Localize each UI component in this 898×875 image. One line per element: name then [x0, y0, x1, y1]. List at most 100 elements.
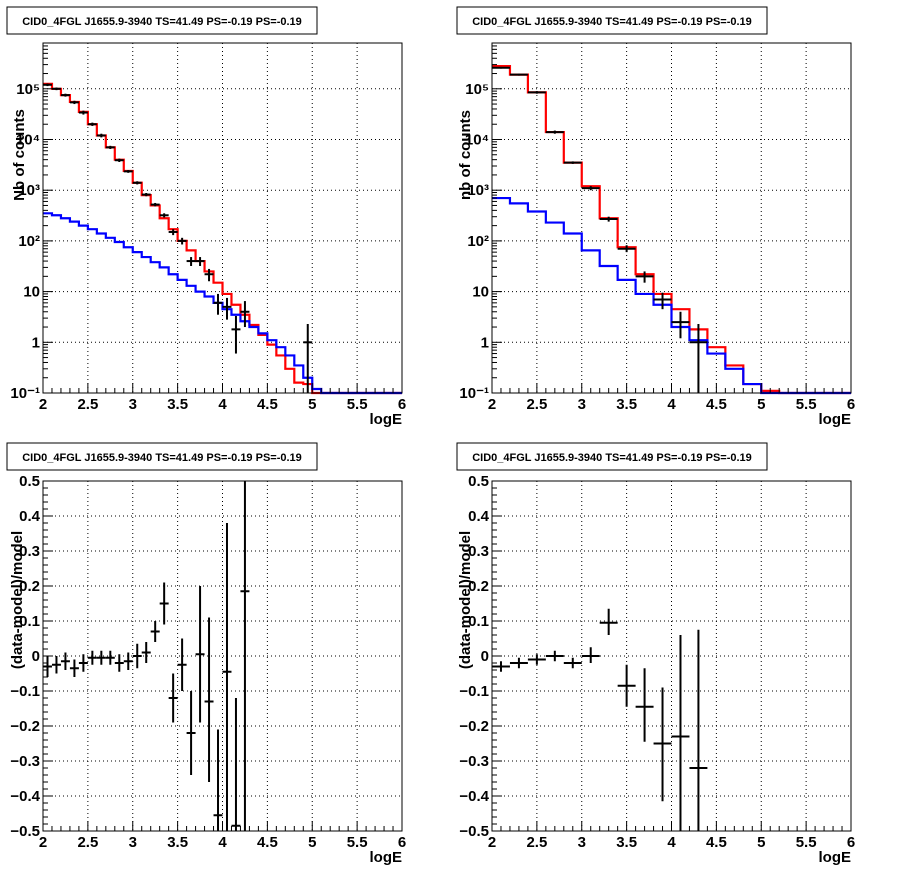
x-tick-label: 4.5: [257, 396, 278, 413]
data-point: [240, 481, 250, 831]
y-tick-label: 10⁻¹: [10, 385, 40, 402]
x-tick-label: 5: [308, 396, 316, 413]
data-point: [492, 66, 510, 69]
x-tick-label: 4: [218, 834, 227, 851]
data-point: [150, 202, 160, 207]
x-tick-label: 3: [578, 834, 586, 851]
data-point: [689, 323, 708, 393]
data-point: [186, 257, 196, 266]
x-tick-label: 3.5: [616, 396, 637, 413]
data-point: [114, 158, 124, 162]
data-point: [617, 664, 636, 707]
y-tick-label: 0.4: [19, 508, 41, 525]
y-tick-label: 10²: [467, 233, 489, 250]
data-point: [141, 642, 151, 663]
y-tick-label: 0.3: [19, 543, 40, 560]
data-point: [159, 582, 169, 625]
x-tick-label: 3.5: [616, 834, 637, 851]
data-point: [186, 691, 196, 775]
data-point: [87, 650, 97, 665]
y-tick-label: 0.1: [468, 613, 489, 630]
x-tick-label: 2.5: [77, 834, 98, 851]
data-point: [69, 659, 79, 677]
y-tick-label: 0: [481, 648, 489, 665]
x-tick-label: 3: [129, 396, 137, 413]
data-point: [653, 687, 672, 802]
y-tick-label: 1: [481, 334, 489, 351]
data-point: [132, 181, 142, 185]
data-point: [195, 586, 205, 723]
y-tick-label: −0.1: [459, 683, 489, 700]
y-axis-label: nb of counts: [457, 110, 474, 200]
y-tick-label: 10⁴: [16, 131, 40, 148]
data-point: [123, 170, 133, 173]
x-tick-label: 6: [398, 396, 406, 413]
y-tick-label: 10⁴: [465, 131, 489, 148]
data-point: [581, 647, 600, 663]
x-tick-label: 5: [757, 396, 765, 413]
plot-background: [43, 481, 402, 831]
plot-background: [43, 43, 402, 393]
data-point: [231, 698, 241, 831]
data-point: [671, 311, 690, 339]
data-point: [635, 668, 654, 742]
data-point: [581, 186, 600, 191]
panel-bottom-left-residuals: CID0_4FGL J1655.9-3940 TS=41.49 PS=-0.19…: [6, 442, 406, 866]
data-point: [527, 654, 546, 665]
data-point: [563, 161, 582, 164]
x-tick-label: 3: [578, 396, 586, 413]
data-point: [545, 130, 564, 134]
data-point: [43, 656, 52, 677]
model-source-histogram: [43, 212, 402, 395]
x-tick-label: 5.5: [347, 834, 368, 851]
x-axis-label: logE: [819, 849, 852, 866]
x-tick-label: 5.5: [347, 396, 368, 413]
data-point: [671, 635, 690, 831]
y-tick-label: −0.3: [459, 753, 489, 770]
title-box: [6, 6, 318, 35]
data-point: [213, 729, 223, 831]
data-point: [60, 93, 70, 97]
y-tick-label: −0.5: [459, 823, 489, 840]
plot-background: [492, 43, 851, 393]
data-point: [231, 316, 241, 354]
x-tick-label: 2: [488, 834, 496, 851]
x-tick-label: 4.5: [257, 834, 278, 851]
data-point: [617, 245, 636, 253]
y-tick-label: −0.2: [459, 718, 489, 735]
panel-top-left-counts: CID0_4FGL J1655.9-3940 TS=41.49 PS=-0.19…: [6, 6, 406, 428]
data-point: [222, 523, 232, 831]
x-tick-label: 6: [398, 834, 406, 851]
y-tick-label: −0.4: [459, 788, 489, 805]
data-point: [653, 292, 672, 310]
data-point: [303, 323, 313, 393]
x-axis-label: logE: [370, 411, 403, 428]
data-point: [213, 293, 223, 315]
x-tick-label: 5: [757, 834, 765, 851]
data-point: [563, 657, 582, 669]
data-point: [545, 650, 564, 662]
x-tick-label: 4: [218, 396, 227, 413]
data-point: [87, 122, 97, 126]
y-tick-label: 10³: [467, 182, 489, 199]
plot-area: 2 2.5 3 3.5 4 4.5 5 5.5 6 −0.5 −0.4 −0.3 −0.2 −0.1 0 0.…: [459, 473, 855, 851]
x-tick-label: 3: [129, 834, 137, 851]
y-tick-label: −0.5: [10, 823, 40, 840]
data-point: [177, 638, 187, 691]
data-point: [105, 650, 115, 665]
x-tick-label: 3.5: [167, 834, 188, 851]
title-box: [456, 6, 768, 35]
data-point: [635, 271, 654, 283]
data-point: [195, 257, 205, 266]
data-point: [527, 91, 546, 94]
x-tick-label: 2.5: [77, 396, 98, 413]
y-tick-label: 10²: [18, 233, 40, 250]
x-tick-label: 5.5: [796, 396, 817, 413]
data-point: [168, 229, 178, 236]
data-point: [60, 652, 70, 670]
data-point: [599, 608, 618, 635]
y-tick-label: 0.1: [19, 613, 40, 630]
y-tick-label: 0.5: [468, 473, 489, 490]
x-tick-label: 6: [847, 396, 855, 413]
